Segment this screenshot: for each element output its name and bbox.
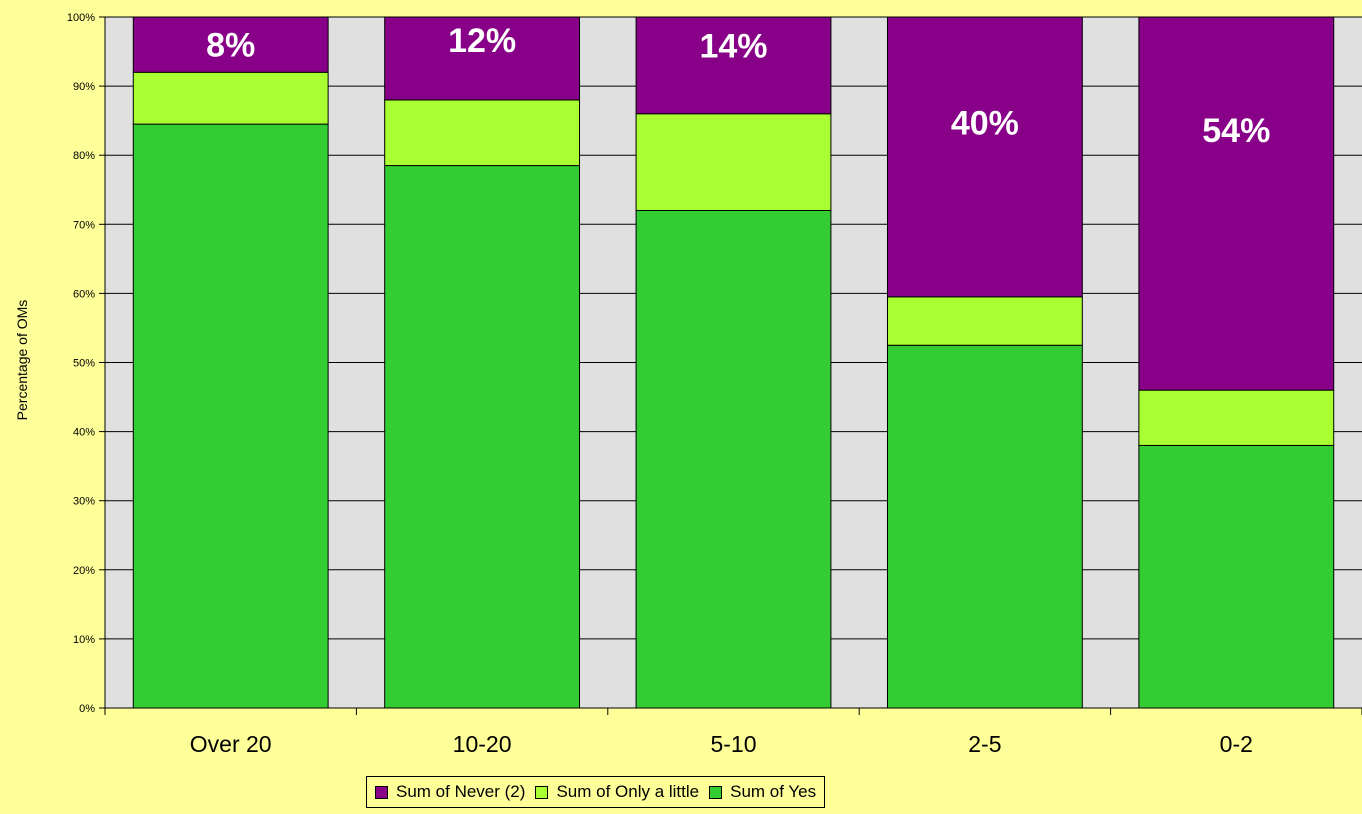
bar-segment-sum-of-never-2 xyxy=(1138,16,1335,391)
legend: Sum of Never (2) Sum of Only a little Su… xyxy=(366,776,826,808)
y-tick-label: 30% xyxy=(73,496,95,508)
data-label: 40% xyxy=(951,105,1019,143)
y-tick-label: 50% xyxy=(73,358,95,370)
x-tick-label: Over 20 xyxy=(190,731,272,757)
x-tick-label: 5-10 xyxy=(710,731,756,757)
y-tick-label: 10% xyxy=(73,634,95,646)
data-label: 54% xyxy=(1202,112,1270,150)
y-tick-label: 20% xyxy=(73,565,95,577)
y-tick-label: 80% xyxy=(73,150,95,162)
bar-segment-sum-of-only-a-little xyxy=(132,71,329,125)
data-label: 14% xyxy=(699,28,767,66)
y-tick-label: 70% xyxy=(73,219,95,231)
legend-swatch-only-a-little xyxy=(535,785,549,799)
bar-segment-sum-of-never-2 xyxy=(886,16,1083,298)
bar-segment-sum-of-yes xyxy=(132,123,329,709)
x-tick-label: 2-5 xyxy=(968,731,1001,757)
bar-segment-sum-of-only-a-little xyxy=(1138,389,1335,446)
legend-swatch-never xyxy=(375,785,388,799)
legend-swatch-yes xyxy=(709,785,723,799)
legend-label-yes: Sum of Yes xyxy=(730,782,817,801)
bar-segment-sum-of-yes xyxy=(886,344,1083,709)
bar-segment-sum-of-never-2 xyxy=(132,16,329,73)
y-tick-label: 90% xyxy=(73,81,95,93)
bar-segment-sum-of-only-a-little xyxy=(384,99,581,167)
y-tick-label: 60% xyxy=(73,288,95,300)
x-tick-label: 0-2 xyxy=(1220,731,1253,757)
bar-segment-sum-of-yes xyxy=(635,209,832,709)
y-axis-label: Percentage of OMs xyxy=(14,299,30,421)
data-label: 12% xyxy=(448,22,516,60)
legend-item-never: Sum of Never (2) xyxy=(375,782,525,802)
bar-segment-sum-of-only-a-little xyxy=(886,296,1083,346)
bar-segment-sum-of-never-2 xyxy=(384,16,581,101)
y-tick-label: 40% xyxy=(73,427,95,439)
y-tick-label: 0% xyxy=(79,703,95,715)
legend-label-only-a-little: Sum of Only a little xyxy=(556,782,700,801)
legend-label-never: Sum of Never (2) xyxy=(396,782,526,801)
bar-segment-sum-of-yes xyxy=(1138,444,1335,709)
y-tick-label: 100% xyxy=(67,12,95,24)
legend-item-only-a-little: Sum of Only a little xyxy=(535,782,699,802)
legend-item-yes: Sum of Yes xyxy=(709,782,816,802)
x-tick-label: 10-20 xyxy=(453,731,512,757)
bar-segment-sum-of-yes xyxy=(384,165,581,709)
bar-segment-sum-of-only-a-little xyxy=(635,113,832,211)
bar-segment-sum-of-never-2 xyxy=(635,16,832,115)
data-label: 8% xyxy=(206,27,255,65)
